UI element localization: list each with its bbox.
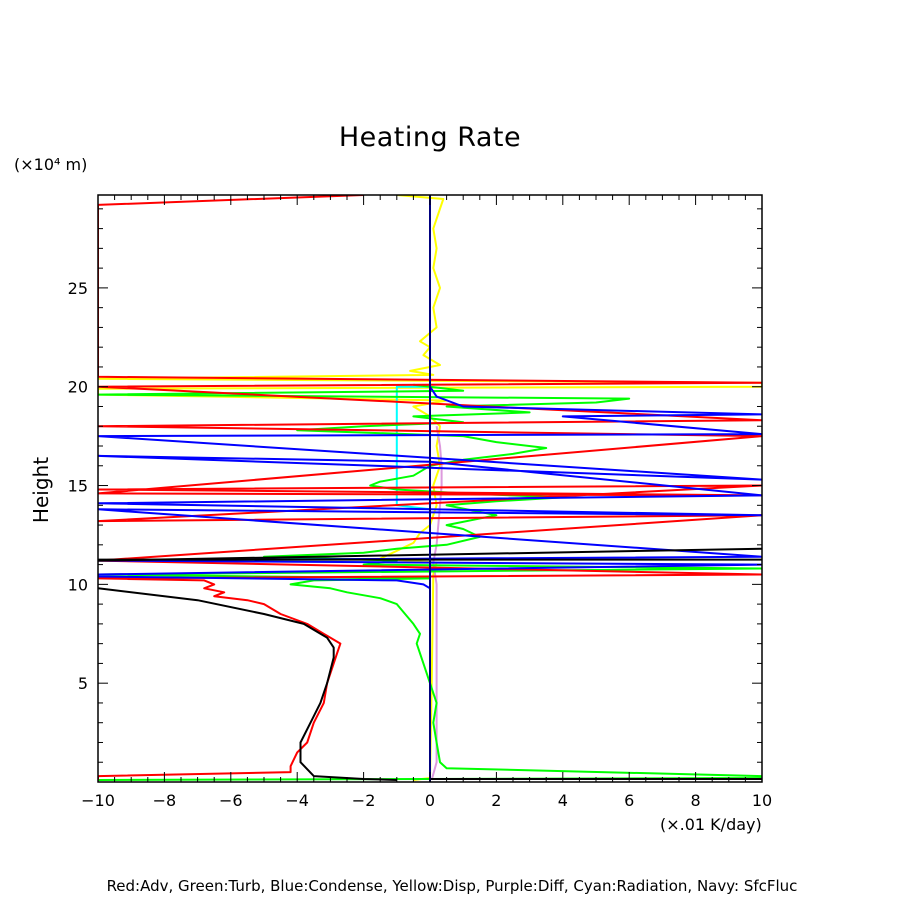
legend-footer: Red:Adv, Green:Turb, Blue:Condense, Yell…: [106, 877, 798, 895]
series-line-2: [395, 385, 431, 511]
y-tick-label: 10: [68, 575, 88, 594]
chart-title: Heating Rate: [338, 122, 522, 153]
x-tick-label: 4: [558, 791, 568, 810]
series-line-3: [98, 383, 762, 781]
y-tick-label: 25: [68, 279, 88, 298]
series-line-5: [98, 386, 762, 780]
x-axis-unit: (×.01 K/day): [660, 815, 762, 834]
x-tick-label: 10: [752, 791, 772, 810]
y-tick-label: 5: [78, 674, 88, 693]
y-tick-label: 20: [68, 378, 88, 397]
x-tick-label: −6: [219, 791, 243, 810]
x-tick-label: 2: [491, 791, 501, 810]
series-line-6: [98, 587, 397, 781]
series-line-0: [98, 195, 762, 781]
x-tick-label: −2: [352, 791, 376, 810]
y-axis-label: Height: [29, 456, 53, 524]
x-tick-label: −10: [81, 791, 115, 810]
y-axis-unit: (×10⁴ m): [14, 155, 88, 174]
x-tick-label: 0: [425, 791, 435, 810]
x-tick-label: 6: [624, 791, 634, 810]
series-layer: [98, 195, 762, 782]
x-tick-label: −8: [153, 791, 177, 810]
x-tick-label: −4: [285, 791, 309, 810]
y-tick-label: 15: [68, 477, 88, 496]
axis-layer: −10 −8 −6 −4 −2 0 2 4 6 8 10 5 10 15 20 25: [68, 194, 772, 810]
x-tick-label: 8: [691, 791, 701, 810]
